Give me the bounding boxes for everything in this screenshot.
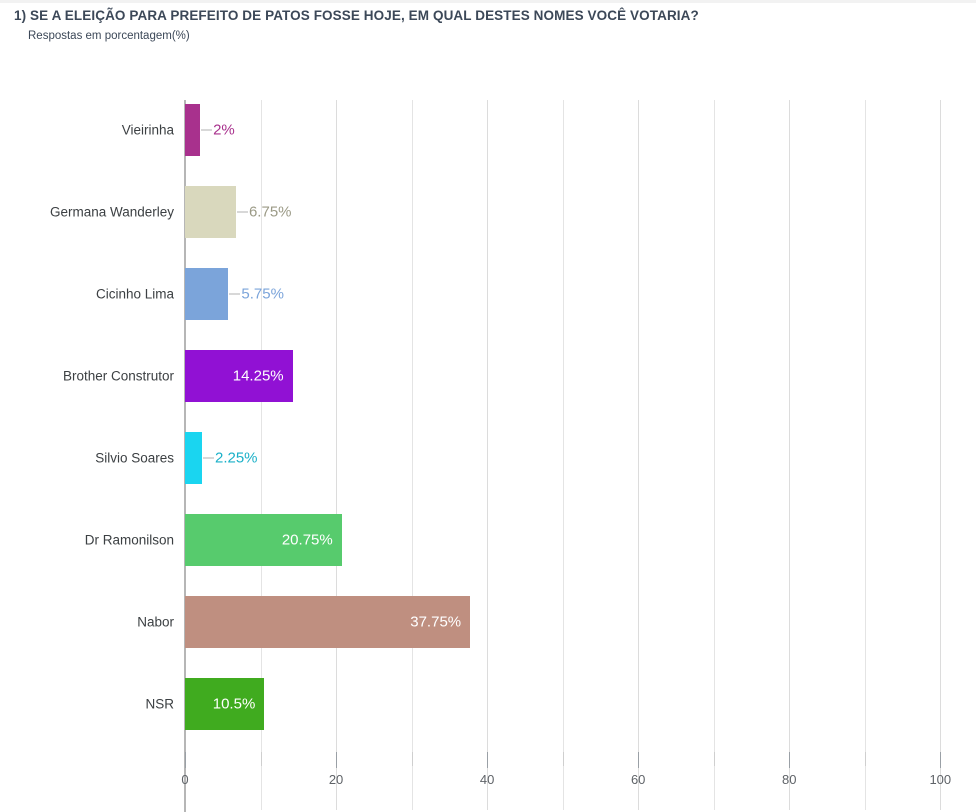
leader-line xyxy=(201,129,213,131)
leader-line xyxy=(236,211,248,213)
bar-row[interactable]: Nabor 37.75% xyxy=(0,596,976,648)
x-tick-label: 0 xyxy=(181,772,189,787)
gridline-50 xyxy=(562,100,564,810)
leader-line xyxy=(229,293,241,295)
bar[interactable]: 10.5% xyxy=(185,678,265,730)
category-label: Brother Construtor xyxy=(62,368,174,384)
gridline-100 xyxy=(940,100,942,810)
bar-value-label: 10.5% xyxy=(212,695,256,713)
x-tick-30 xyxy=(411,752,413,766)
leader-line xyxy=(202,457,214,459)
bar[interactable] xyxy=(185,104,201,156)
bar[interactable] xyxy=(185,268,229,320)
x-tick-90 xyxy=(864,752,866,766)
gridline-20 xyxy=(336,100,338,810)
x-tick-50 xyxy=(562,752,564,766)
bar[interactable]: 20.75% xyxy=(185,514,342,566)
bar-value-label: 6.75% xyxy=(248,203,292,221)
bar-value-label: 20.75% xyxy=(281,531,333,549)
x-tick-60 xyxy=(638,752,640,768)
x-tick-label: 60 xyxy=(630,772,646,787)
bar[interactable]: 14.25% xyxy=(185,350,293,402)
bar-row[interactable]: Germana Wanderley 6.75% xyxy=(0,186,976,238)
x-tick-100 xyxy=(940,752,942,768)
x-tick-20 xyxy=(336,752,338,768)
x-tick-70 xyxy=(713,752,715,766)
gridline-90 xyxy=(864,100,866,810)
category-label: Germana Wanderley xyxy=(49,204,174,220)
bar-value-label: 5.75% xyxy=(241,285,284,303)
category-label: Dr Ramonilson xyxy=(84,532,174,548)
bar[interactable]: 37.75% xyxy=(185,596,471,648)
bar-chart-plot-area: Vieirinha 2% Germana Wanderley 6.75% Cicinho… xyxy=(0,60,976,812)
gridline-70 xyxy=(713,100,715,810)
gridline-30 xyxy=(411,100,413,810)
category-label: Cicinho Lima xyxy=(95,286,174,302)
gridline-80 xyxy=(789,100,791,810)
bar[interactable] xyxy=(185,432,202,484)
x-tick-80 xyxy=(789,752,791,768)
gridline-60 xyxy=(638,100,640,810)
category-label: Silvio Soares xyxy=(95,450,174,466)
category-label: NSR xyxy=(145,696,174,712)
bar-row[interactable]: Silvio Soares 2.25% xyxy=(0,432,976,484)
x-tick-label: 40 xyxy=(479,772,495,787)
bar-row[interactable]: NSR 10.5% xyxy=(0,678,976,730)
bar-value-label: 2% xyxy=(213,121,235,139)
bar-row[interactable]: Dr Ramonilson 20.75% xyxy=(0,514,976,566)
top-strip xyxy=(0,0,976,3)
gridline-40 xyxy=(487,100,489,810)
category-label: Vieirinha xyxy=(121,122,174,138)
x-tick-label: 20 xyxy=(328,772,344,787)
bar-row[interactable]: Vieirinha 2% xyxy=(0,104,976,156)
bar-value-label: 14.25% xyxy=(232,367,284,385)
bar-value-label: 37.75% xyxy=(410,613,462,631)
x-tick-10 xyxy=(260,752,262,766)
gridline-10 xyxy=(260,100,262,810)
bar-value-label: 2.25% xyxy=(214,449,258,467)
bar-row[interactable]: Cicinho Lima 5.75% xyxy=(0,268,976,320)
x-tick-0 xyxy=(185,752,186,768)
x-tick-label: 80 xyxy=(782,772,797,787)
x-tick-label: 100 xyxy=(929,772,952,787)
chart-subtitle: Respostas em porcentagem(%) xyxy=(28,30,190,42)
category-label: Nabor xyxy=(137,614,174,630)
chart-header: 1) SE A ELEIÇÃO PARA PREFEITO DE PATOS F… xyxy=(0,4,976,50)
x-tick-40 xyxy=(487,752,489,768)
bar[interactable] xyxy=(185,186,236,238)
page-title: 1) SE A ELEIÇÃO PARA PREFEITO DE PATOS F… xyxy=(14,8,699,23)
bar-row[interactable]: Brother Construtor 14.25% xyxy=(0,350,976,402)
